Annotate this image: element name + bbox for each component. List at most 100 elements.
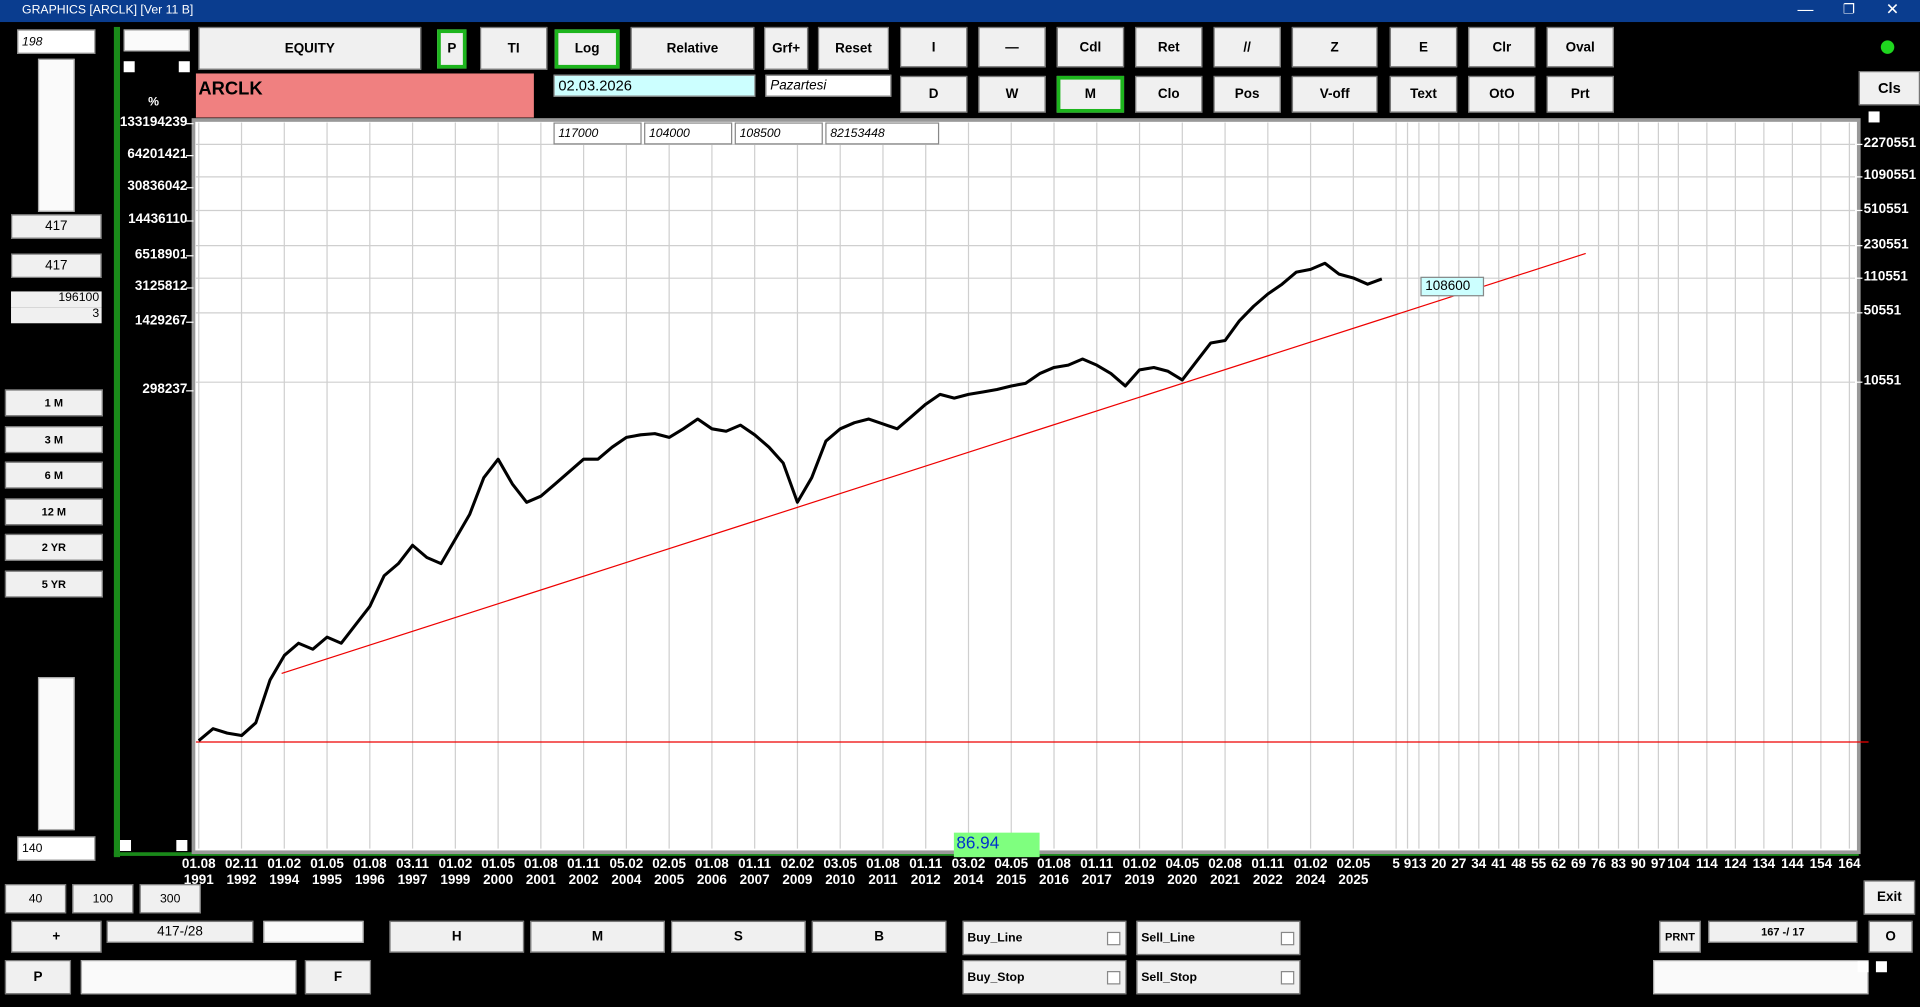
info-field: 417 — [11, 253, 102, 278]
toolbar-button[interactable]: TI — [480, 26, 548, 70]
x-tick-label: 76 — [1591, 857, 1607, 872]
input-field[interactable]: 140 — [17, 836, 96, 861]
checkbox[interactable] — [120, 840, 132, 852]
position-field: 417-/28 — [106, 920, 254, 943]
y-tick-label: 50551 — [1863, 304, 1902, 319]
toolbar-button[interactable]: EQUITY — [198, 26, 422, 70]
check-option[interactable]: Sell_Stop — [1136, 960, 1301, 995]
toolbar-button[interactable]: E — [1389, 26, 1458, 68]
toolbar-button[interactable]: D — [900, 75, 968, 113]
toolbar-button[interactable]: Cdl — [1056, 26, 1125, 68]
spin-box[interactable] — [263, 920, 364, 943]
x-tick-label: 04.05 2015 — [994, 857, 1029, 888]
value-field[interactable]: 108500 — [734, 122, 823, 145]
x-tick-label: 20 — [1431, 857, 1447, 872]
toolbar-button[interactable]: I — [900, 26, 968, 68]
exit-button[interactable]: Exit — [1863, 880, 1916, 915]
toolbar-button[interactable]: OtO — [1468, 75, 1536, 113]
x-tick-label: 27 — [1451, 857, 1467, 872]
hmsb-button[interactable]: H — [389, 920, 525, 953]
checkbox[interactable] — [1868, 111, 1880, 123]
toolbar-button[interactable]: — — [978, 26, 1046, 68]
scrollbar[interactable] — [1653, 960, 1869, 995]
y-tick-label: 2270551 — [1863, 135, 1917, 151]
y2-axis-label: % — [148, 94, 159, 108]
checkbox[interactable] — [178, 61, 190, 73]
toolbar-button[interactable]: Relative — [630, 26, 755, 70]
period-button[interactable]: 2 YR — [4, 533, 103, 561]
hmsb-button[interactable]: M — [530, 920, 665, 953]
toolbar-button[interactable]: Reset — [817, 26, 889, 70]
close-window[interactable]: ✕ — [1885, 0, 1900, 19]
scrollbar[interactable] — [80, 960, 297, 995]
zoom-button[interactable]: 100 — [72, 884, 134, 914]
toolbar-button[interactable]: Clr — [1468, 26, 1536, 68]
period-button[interactable]: 6 M — [4, 461, 103, 489]
checkbox[interactable] — [1857, 961, 1869, 973]
close-button[interactable]: Cls — [1858, 71, 1920, 106]
toolbar-button[interactable]: Text — [1389, 75, 1458, 113]
x-tick-label: 01.08 2006 — [695, 857, 729, 888]
p-button[interactable]: P — [4, 960, 72, 995]
check-option[interactable]: Buy_Stop — [962, 960, 1127, 995]
toolbar-button[interactable]: P — [437, 29, 467, 69]
plus-button[interactable]: + — [11, 920, 102, 953]
period-button[interactable]: 1 M — [4, 389, 103, 417]
x-tick-label: 01.08 1996 — [352, 857, 387, 888]
scrollbar[interactable] — [37, 58, 75, 212]
toolbar-button[interactable]: Ret — [1135, 26, 1203, 68]
toolbar-button[interactable]: M — [1056, 75, 1125, 113]
x-tick-label: 114 — [1695, 857, 1718, 872]
check-option[interactable]: Sell_Line — [1136, 920, 1301, 956]
minimize[interactable]: — — [1797, 0, 1814, 19]
title-bar: GRAPHICS [ARCLK] [Ver 11 B] — ❐ ✕ — [0, 0, 1920, 23]
toolbar-button[interactable]: Z — [1291, 26, 1378, 68]
last-price-tag: 108600 — [1420, 276, 1485, 297]
y-tick-label: 1090551 — [1863, 168, 1917, 183]
period-button[interactable]: 3 M — [4, 425, 103, 453]
toolbar-button[interactable]: Oval — [1546, 26, 1614, 68]
checkbox[interactable] — [1875, 961, 1887, 973]
x-tick-label: 03.11 1997 — [396, 857, 430, 888]
value-field[interactable]: 82153448 — [825, 122, 940, 145]
toolbar-button[interactable]: Pos — [1213, 75, 1281, 113]
x-tick-label: 164 — [1838, 857, 1861, 872]
x-tick-label: 05.02 2004 — [609, 857, 644, 888]
maximize[interactable]: ❐ — [1842, 2, 1855, 18]
checkbox[interactable] — [176, 840, 188, 852]
f-button[interactable]: F — [304, 960, 372, 995]
toolbar-button[interactable]: W — [978, 75, 1046, 113]
toolbar-button[interactable]: Log — [554, 29, 620, 69]
input-field[interactable]: 198 — [17, 29, 96, 54]
toolbar-button[interactable]: Grf+ — [764, 26, 809, 70]
toolbar-button[interactable]: Clo — [1135, 75, 1203, 113]
x-tick-label: 97 — [1650, 857, 1666, 872]
status-light — [1880, 40, 1895, 54]
toolbar-button[interactable]: Prt — [1546, 75, 1614, 113]
zoom-button[interactable]: 300 — [139, 884, 201, 914]
o-button[interactable]: O — [1868, 920, 1913, 953]
x-tick-label: 02.05 2025 — [1336, 857, 1371, 888]
date-field[interactable]: 02.03.2026 — [553, 74, 756, 97]
y-tick-label: 110551 — [1863, 269, 1908, 285]
scrollbar[interactable] — [37, 677, 75, 831]
value-field[interactable]: 104000 — [644, 122, 733, 145]
value-field[interactable]: 117000 — [553, 122, 642, 145]
counter-field: 167 -/ 17 — [1708, 920, 1858, 943]
spin-box[interactable] — [123, 29, 190, 52]
checkbox[interactable] — [123, 61, 135, 73]
y2-tick-label: 3125812 — [134, 279, 188, 295]
day-field[interactable]: Pazartesi — [765, 74, 892, 97]
check-option[interactable]: Buy_Line — [962, 920, 1127, 956]
x-tick-label: 90 — [1630, 857, 1646, 872]
toolbar-button[interactable]: V-off — [1291, 75, 1378, 113]
hmsb-button[interactable]: B — [811, 920, 947, 953]
toolbar-button[interactable]: // — [1213, 26, 1281, 68]
period-button[interactable]: 5 YR — [4, 570, 103, 597]
y2-tick-label: 14436110 — [128, 212, 188, 228]
zoom-button[interactable]: 40 — [4, 884, 67, 914]
hmsb-button[interactable]: S — [671, 920, 806, 953]
y2-tick-label: 1429267 — [134, 313, 188, 329]
period-button[interactable]: 12 M — [4, 497, 103, 525]
print-button[interactable]: PRNT — [1659, 920, 1701, 953]
